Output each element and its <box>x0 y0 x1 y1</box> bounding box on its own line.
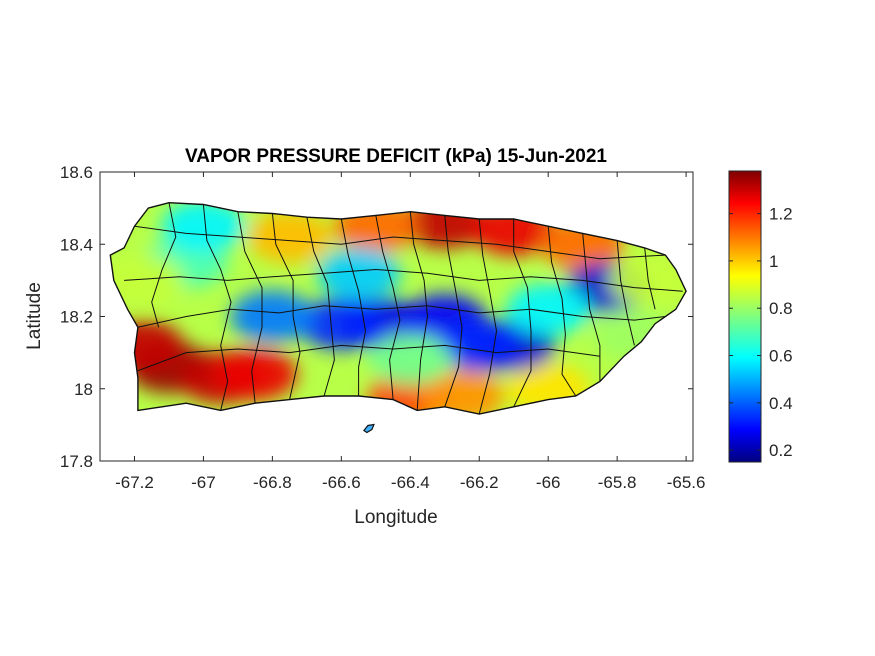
island-coastline <box>109 201 687 415</box>
municipality-border <box>375 215 401 400</box>
plot-title: VAPOR PRESSURE DEFICIT (kPa) 15-Jun-2021 <box>185 146 607 167</box>
x-tick-label: -67.2 <box>115 473 154 492</box>
x-tick-label: -66.8 <box>253 473 292 492</box>
vpd-field-cell <box>161 202 246 253</box>
municipality-border <box>582 233 601 382</box>
colorbar-tick-label: 0.4 <box>769 394 793 413</box>
municipality-border <box>137 344 600 372</box>
colorbar-tick-label: 1.2 <box>769 205 793 224</box>
vpd-field-cell <box>247 211 332 263</box>
municipality-border <box>340 218 367 396</box>
y-tick-label: 18 <box>74 380 93 399</box>
x-tick-label: -66.2 <box>460 473 499 492</box>
vpd-field-cell <box>230 290 315 343</box>
municipality-border <box>202 204 232 411</box>
municipality-borders <box>124 202 683 414</box>
municipality-border <box>547 226 577 397</box>
x-tick-label: -65.6 <box>667 473 706 492</box>
colorbar-ticks: 0.2 0.4 0.6 0.8 1 1.2 <box>729 205 793 460</box>
municipality-border <box>237 211 263 404</box>
y-tick-label: 17.8 <box>60 452 93 471</box>
municipality-border <box>644 247 656 310</box>
colorbar-tick-label: 0.8 <box>769 299 793 318</box>
vpd-field-cell <box>506 283 591 336</box>
x-tick-label: -66 <box>536 473 561 492</box>
municipality-border <box>124 268 683 292</box>
vpd-field-cell <box>316 247 401 300</box>
municipality-border <box>137 305 666 328</box>
x-tick-label: -66.6 <box>322 473 361 492</box>
caja-de-muertos-islet <box>363 423 375 434</box>
x-tick-label: -66.4 <box>391 473 430 492</box>
municipality-border <box>151 202 177 328</box>
municipality-border <box>444 215 463 407</box>
vpd-field-cell <box>437 319 522 372</box>
y-axis-title: Latitude <box>24 282 45 350</box>
x-tick-label: -65.8 <box>598 473 637 492</box>
colorbar <box>728 170 762 463</box>
municipality-border <box>616 240 635 346</box>
y-tick-label: 18.6 <box>60 163 93 182</box>
vpd-field-cell <box>609 254 687 307</box>
y-tick-label: 18.2 <box>60 308 93 327</box>
x-tick-label: -67 <box>191 473 216 492</box>
vpd-field-cell <box>213 348 298 401</box>
municipality-border <box>134 225 666 260</box>
vpd-field-cell <box>368 333 453 386</box>
y-tick-label: 18.4 <box>60 235 93 254</box>
x-axis-ticks: -67.2 -67 -66.8 -66.6 -66.4 -66.2 -66 -65.8 -65.… <box>115 172 705 492</box>
municipality-border <box>306 217 335 397</box>
colorbar-tick-label: 0.6 <box>769 347 793 366</box>
x-axis-title: Longitude <box>354 507 437 528</box>
y-axis-ticks: 17.8 18 18.2 18.4 18.6 <box>60 163 693 471</box>
municipality-border <box>478 218 498 414</box>
colorbar-tick-label: 1 <box>769 252 778 271</box>
colorbar-tick-label: 0.2 <box>769 441 793 460</box>
